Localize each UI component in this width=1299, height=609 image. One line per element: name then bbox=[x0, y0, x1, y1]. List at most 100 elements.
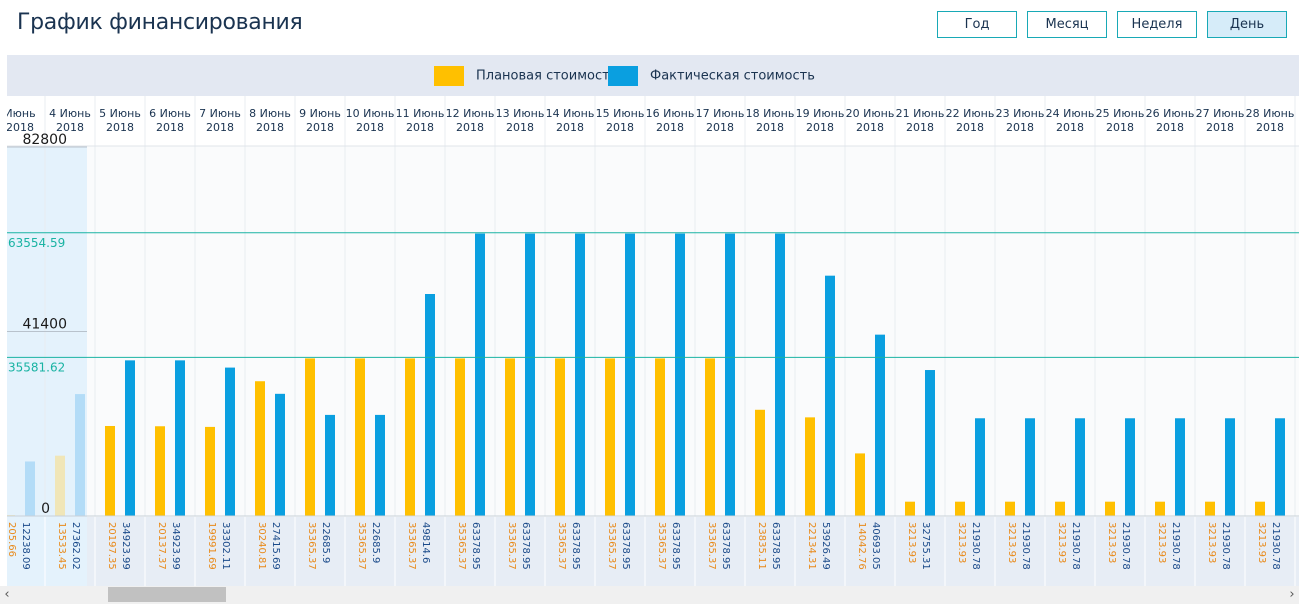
value-label-planned: 3213.93 bbox=[1256, 522, 1267, 563]
value-label-actual: 63378.95 bbox=[470, 522, 481, 570]
x-tick-label: 2018 bbox=[556, 121, 584, 134]
x-tick-label: 2018 bbox=[1006, 121, 1034, 134]
value-label-planned: 3213.93 bbox=[1056, 522, 1067, 563]
value-label-planned: 3213.93 bbox=[1006, 522, 1017, 563]
x-tick-label: 2018 bbox=[506, 121, 534, 134]
bar-actual bbox=[1175, 418, 1185, 516]
x-tick-label: 9 Июнь bbox=[299, 107, 341, 120]
scroll-left-icon[interactable]: ‹ bbox=[4, 587, 10, 602]
bar-planned bbox=[455, 358, 465, 516]
value-label-actual: 21930.78 bbox=[1270, 522, 1281, 570]
x-tick-label: 26 Июнь bbox=[1146, 107, 1195, 120]
x-tick-label: 2018 bbox=[1206, 121, 1234, 134]
value-label-actual: 12238.09 bbox=[20, 522, 31, 570]
bar-planned bbox=[1005, 501, 1015, 516]
x-tick-label: 22 Июнь bbox=[946, 107, 995, 120]
period-month-button[interactable]: Месяц bbox=[1027, 11, 1107, 38]
bar-actual bbox=[975, 418, 985, 516]
value-label-actual: 34923.99 bbox=[120, 522, 131, 570]
x-tick-label: 24 Июнь bbox=[1046, 107, 1095, 120]
bar-actual bbox=[875, 334, 885, 516]
value-label-planned: 35365.37 bbox=[456, 522, 467, 570]
bar-actual bbox=[75, 394, 85, 516]
value-label-planned: 35365.37 bbox=[556, 522, 567, 570]
y-tick-label: 82800 bbox=[22, 132, 67, 148]
x-tick-label: 2018 bbox=[7, 121, 34, 134]
period-week-button[interactable]: Неделя bbox=[1117, 11, 1197, 38]
x-tick-label: 2018 bbox=[856, 121, 884, 134]
bar-actual bbox=[675, 233, 685, 516]
value-label-planned: 22134.31 bbox=[806, 522, 817, 570]
bar-planned bbox=[255, 381, 265, 516]
value-label-actual: 49814.6 bbox=[420, 522, 431, 563]
period-day-button[interactable]: День bbox=[1207, 11, 1287, 38]
bar-planned bbox=[305, 358, 315, 516]
value-label-planned: 20137.37 bbox=[156, 522, 167, 570]
bar-actual bbox=[475, 233, 485, 516]
x-tick-label: 2018 bbox=[706, 121, 734, 134]
value-label-planned: 35365.37 bbox=[606, 522, 617, 570]
x-tick-label: 2018 bbox=[956, 121, 984, 134]
legend-actual-label: Фактическая стоимость bbox=[650, 68, 815, 84]
bar-planned bbox=[55, 455, 65, 516]
plot-area-bg bbox=[7, 146, 1299, 517]
value-label-planned: 3213.93 bbox=[956, 522, 967, 563]
bar-actual bbox=[325, 414, 335, 516]
bar-planned bbox=[155, 426, 165, 516]
value-label-planned: 35365.37 bbox=[356, 522, 367, 570]
x-tick-label: 20 Июнь bbox=[846, 107, 895, 120]
bar-planned bbox=[605, 358, 615, 516]
scroll-right-icon[interactable]: › bbox=[1289, 587, 1295, 602]
x-tick-label: 2018 bbox=[56, 121, 84, 134]
value-label-planned: 23835.11 bbox=[756, 522, 767, 570]
bar-planned bbox=[955, 501, 965, 516]
page-title: График финансирования bbox=[17, 10, 303, 35]
value-label-actual: 33302.11 bbox=[220, 522, 231, 570]
x-tick-label: 19 Июнь bbox=[796, 107, 845, 120]
value-label-actual: 21930.78 bbox=[1120, 522, 1131, 570]
horizontal-scrollbar[interactable]: ‹ › bbox=[0, 586, 1299, 604]
x-tick-label: 13 Июнь bbox=[496, 107, 545, 120]
bar-actual bbox=[1025, 418, 1035, 516]
bar-planned bbox=[1105, 501, 1115, 516]
value-label-actual: 63378.95 bbox=[570, 522, 581, 570]
x-tick-label: 7 Июнь bbox=[199, 107, 241, 120]
reference-line-label: 35581.62 bbox=[8, 360, 65, 374]
x-tick-label: 2018 bbox=[1106, 121, 1134, 134]
x-axis-header-bg bbox=[7, 96, 1299, 146]
x-tick-label: 8 Июнь bbox=[249, 107, 291, 120]
bar-planned bbox=[1055, 501, 1065, 516]
period-year-button[interactable]: Год bbox=[937, 11, 1017, 38]
x-tick-label: 2018 bbox=[406, 121, 434, 134]
value-label-planned: 35365.37 bbox=[506, 522, 517, 570]
value-label-actual: 63378.95 bbox=[720, 522, 731, 570]
bar-planned bbox=[655, 358, 665, 516]
x-tick-label: 21 Июнь bbox=[896, 107, 945, 120]
legend-actual-swatch bbox=[608, 66, 638, 86]
value-label-planned: 205.66 bbox=[7, 522, 17, 557]
value-label-actual: 63378.95 bbox=[770, 522, 781, 570]
x-tick-label: 2018 bbox=[1056, 121, 1084, 134]
value-label-actual: 32755.31 bbox=[920, 522, 931, 570]
value-label-planned: 35365.37 bbox=[706, 522, 717, 570]
legend-planned[interactable]: Плановая стоимость bbox=[434, 66, 617, 86]
x-tick-label: 2018 bbox=[206, 121, 234, 134]
legend-planned-swatch bbox=[434, 66, 464, 86]
bar-planned bbox=[555, 358, 565, 516]
x-tick-label: 27 Июнь bbox=[1196, 107, 1245, 120]
value-label-actual: 53926.49 bbox=[820, 522, 831, 570]
value-label-planned: 30240.81 bbox=[256, 522, 267, 570]
bar-actual bbox=[725, 233, 735, 516]
x-tick-label: 18 Июнь bbox=[746, 107, 795, 120]
bar-actual bbox=[425, 294, 435, 516]
x-tick-label: 2018 bbox=[306, 121, 334, 134]
bar-actual bbox=[525, 233, 535, 516]
x-tick-label: 2018 bbox=[606, 121, 634, 134]
x-tick-label: 15 Июнь bbox=[596, 107, 645, 120]
scroll-thumb[interactable] bbox=[108, 587, 226, 602]
x-tick-label: 28 Июнь bbox=[1246, 107, 1295, 120]
chart-legend: Плановая стоимость Фактическая стоимость bbox=[7, 55, 1299, 96]
value-labels-bg bbox=[7, 517, 1299, 586]
legend-actual[interactable]: Фактическая стоимость bbox=[608, 66, 815, 86]
